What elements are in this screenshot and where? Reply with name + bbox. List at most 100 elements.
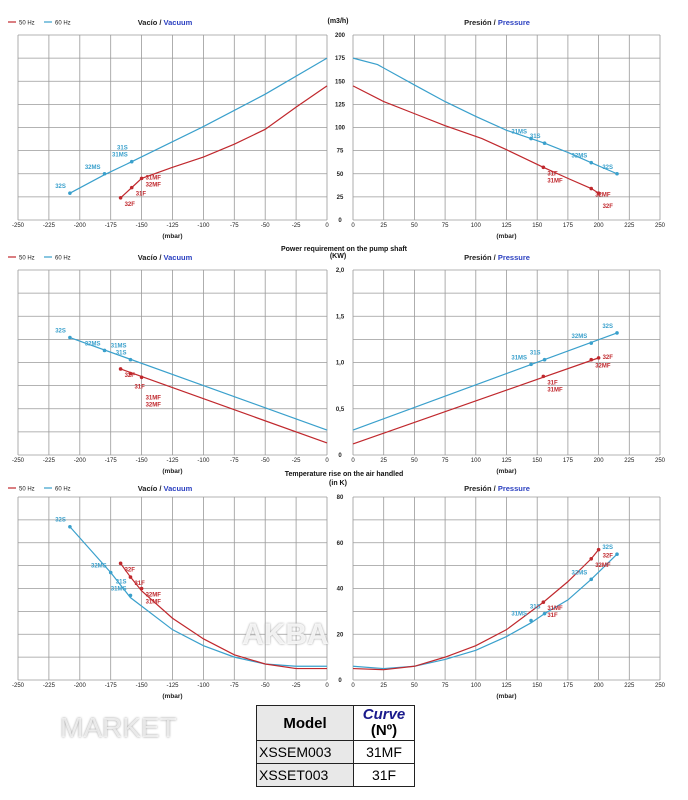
- x-axis-label: (mbar): [496, 233, 516, 240]
- x-tick-label: -200: [74, 683, 87, 689]
- pressure-title-es: Presión /: [464, 18, 498, 27]
- x-tick-label: -125: [166, 223, 179, 229]
- table-row: XSSEM003 31MF: [256, 740, 415, 764]
- pressure-title-es: Presión /: [464, 253, 498, 262]
- y-tick-label: 175: [335, 56, 346, 62]
- x-tick-label: 175: [563, 683, 574, 689]
- point-label-group: 31F: [136, 192, 147, 198]
- x-tick-label: -175: [105, 223, 118, 229]
- point-label: 32MF: [146, 593, 162, 599]
- point-label-group: 32F: [125, 202, 136, 208]
- point-label: 31MS: [511, 612, 527, 618]
- x-tick-label: 50: [411, 683, 418, 689]
- table-header-row: Model Curve (Nº): [256, 705, 415, 741]
- point-label-group: 32S: [602, 324, 613, 330]
- point-label-group: 32F: [603, 355, 614, 361]
- point-label-group: 32MS: [572, 154, 588, 160]
- point-label: 31F: [134, 385, 145, 391]
- point-label-group: 32MS: [572, 334, 588, 340]
- y-tick-label: 50: [337, 172, 344, 178]
- table-row: XSSET003 31F: [256, 763, 415, 787]
- data-point: [596, 356, 601, 360]
- point-label: 32MF: [146, 182, 162, 188]
- x-tick-label: -225: [43, 683, 56, 689]
- data-point: [542, 141, 547, 146]
- vacuum-title-en: Vacuum: [164, 484, 193, 493]
- data-point: [596, 547, 601, 552]
- model-curve-table: Model Curve (Nº) XSSEM003 31MF XSSET003 3…: [256, 705, 415, 787]
- legend-50hz-label: 50 Hz: [19, 256, 35, 262]
- legend-50hz-label: 50 Hz: [19, 21, 35, 27]
- point-label: 31F: [547, 171, 558, 177]
- y-tick-label: 2,0: [336, 268, 345, 274]
- point-label-group: 31S: [530, 605, 541, 611]
- y-tick-label: 1,5: [336, 314, 345, 320]
- x-tick-label: -50: [261, 223, 270, 229]
- point-label-group: 32F: [603, 554, 614, 560]
- y-unit-label: (m3/h): [328, 18, 349, 25]
- point-label: 32MS: [91, 563, 107, 569]
- x-tick-label: 100: [471, 683, 482, 689]
- data-point: [129, 185, 134, 190]
- point-label: 31MF: [547, 178, 563, 184]
- point-label: 32F: [603, 554, 614, 560]
- point-label: 31F: [547, 613, 558, 619]
- y-tick-label: 25: [337, 195, 344, 201]
- x-axis-label: (mbar): [162, 233, 182, 240]
- x-tick-label: 125: [501, 683, 512, 689]
- point-label: 32MS: [572, 334, 588, 340]
- point-label-group: 31MS: [511, 130, 527, 136]
- x-axis-label: (mbar): [496, 468, 516, 475]
- point-label: 32MS: [85, 165, 101, 171]
- vacuum-title-es: Vacío /: [138, 253, 164, 262]
- point-label: 32MF: [595, 193, 611, 199]
- point-label: 32MS: [572, 154, 588, 160]
- x-tick-label: 25: [380, 223, 387, 229]
- data-point: [118, 196, 123, 200]
- point-label-group: 31S: [530, 351, 541, 357]
- data-point: [139, 586, 144, 591]
- point-label: 31F: [134, 581, 145, 587]
- data-point: [589, 341, 594, 345]
- x-tick-label: 250: [655, 683, 666, 689]
- x-tick-label: -75: [230, 458, 239, 464]
- x-tick-label: -100: [197, 223, 210, 229]
- y-tick-label: 0: [338, 453, 342, 459]
- point-label: 31MS: [111, 586, 127, 592]
- x-tick-label: -75: [230, 223, 239, 229]
- point-label: 32S: [602, 324, 613, 330]
- x-tick-label: 25: [380, 683, 387, 689]
- pressure-title: Presión / Pressure: [464, 484, 530, 493]
- y-tick-label: 200: [335, 33, 346, 39]
- point-label: 32S: [55, 184, 66, 190]
- point-label: 31S: [530, 351, 541, 357]
- point-label-group: 31S: [530, 134, 541, 140]
- x-tick-label: 200: [594, 223, 605, 229]
- x-tick-label: 0: [351, 458, 355, 464]
- x-tick-label: 200: [594, 458, 605, 464]
- point-label: 31MF: [146, 175, 162, 181]
- performance-charts: (m3/h) 50 Hz 60 Hz Vacío / Vacuum Presión / …: [8, 18, 666, 700]
- point-label-group: 31F: [134, 581, 145, 587]
- pressure-title: Presión / Pressure: [464, 18, 530, 27]
- pressure-panel: 0 25 50 75 100 125 150 175 200 225 250(mbar)31MS31…: [351, 34, 666, 240]
- data-point: [529, 362, 533, 367]
- data-point: [68, 191, 72, 195]
- point-label: 31MS: [112, 153, 128, 159]
- x-tick-label: -225: [43, 458, 56, 464]
- x-tick-label: 75: [442, 683, 449, 689]
- x-tick-label: 50: [411, 223, 418, 229]
- pressure-title-en: Pressure: [498, 484, 530, 493]
- data-point: [541, 165, 546, 170]
- data-point: [118, 561, 123, 566]
- data-point: [589, 160, 594, 165]
- vacuum-panel: -250 -225 -200 -175 -150 -125 -100 -75 -50 -25 0(m…: [12, 496, 329, 700]
- data-point: [128, 593, 133, 598]
- x-tick-label: -150: [136, 223, 149, 229]
- x-tick-label: -125: [166, 683, 179, 689]
- x-tick-label: -250: [12, 683, 25, 689]
- legend-60hz-label: 60 Hz: [55, 487, 71, 493]
- data-point: [129, 159, 134, 164]
- x-tick-label: 100: [471, 458, 482, 464]
